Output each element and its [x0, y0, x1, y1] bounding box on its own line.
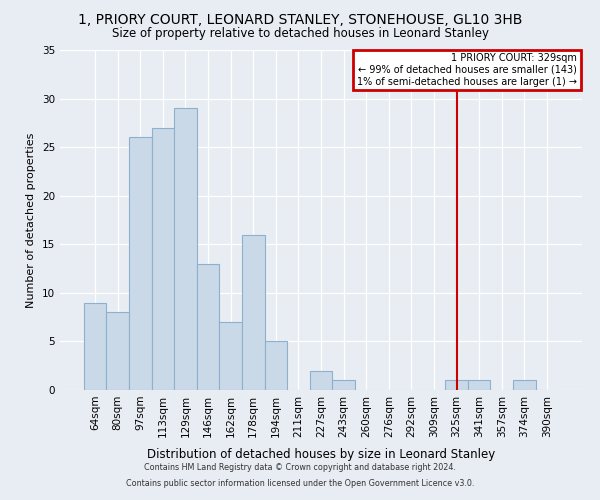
Bar — [197, 264, 220, 390]
Text: 1, PRIORY COURT, LEONARD STANLEY, STONEHOUSE, GL10 3HB: 1, PRIORY COURT, LEONARD STANLEY, STONEH… — [78, 12, 522, 26]
Bar — [84, 302, 106, 390]
Text: Size of property relative to detached houses in Leonard Stanley: Size of property relative to detached ho… — [112, 28, 488, 40]
Bar — [106, 312, 129, 390]
Bar — [310, 370, 332, 390]
Text: 1 PRIORY COURT: 329sqm
← 99% of detached houses are smaller (143)
1% of semi-det: 1 PRIORY COURT: 329sqm ← 99% of detached… — [357, 54, 577, 86]
Bar — [265, 342, 287, 390]
Bar — [220, 322, 242, 390]
Bar — [129, 138, 152, 390]
Bar — [513, 380, 536, 390]
Bar — [468, 380, 490, 390]
Bar — [242, 234, 265, 390]
Text: Contains public sector information licensed under the Open Government Licence v3: Contains public sector information licen… — [126, 478, 474, 488]
Bar — [445, 380, 468, 390]
Text: Contains HM Land Registry data © Crown copyright and database right 2024.: Contains HM Land Registry data © Crown c… — [144, 464, 456, 472]
X-axis label: Distribution of detached houses by size in Leonard Stanley: Distribution of detached houses by size … — [147, 448, 495, 461]
Bar — [152, 128, 174, 390]
Bar — [174, 108, 197, 390]
Y-axis label: Number of detached properties: Number of detached properties — [26, 132, 37, 308]
Bar — [332, 380, 355, 390]
